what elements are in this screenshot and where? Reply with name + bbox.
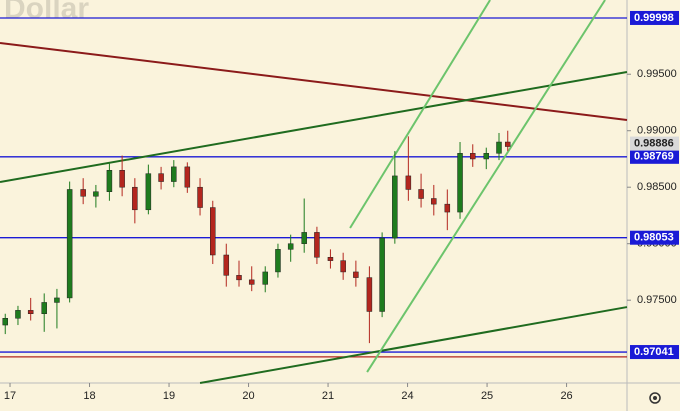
candle-body bbox=[2, 318, 8, 326]
level-label: 0.99998 bbox=[634, 12, 674, 24]
candle-body bbox=[392, 175, 398, 239]
level-label-box bbox=[630, 10, 679, 25]
x-tick-label: 21 bbox=[322, 390, 334, 402]
candle-body bbox=[483, 153, 490, 160]
candle-body bbox=[248, 279, 255, 285]
y-tick-label: 0.97500 bbox=[637, 294, 677, 306]
candle-body bbox=[275, 249, 281, 273]
trend-line bbox=[199, 306, 628, 384]
candle-body bbox=[80, 189, 86, 197]
last-price-label: 0.98886 bbox=[634, 138, 674, 150]
trend-line bbox=[349, 0, 491, 229]
candle-body bbox=[418, 189, 424, 199]
candle-body bbox=[15, 310, 21, 319]
candle-body bbox=[132, 186, 138, 211]
candle-body bbox=[210, 207, 216, 256]
x-tick-label: 24 bbox=[401, 390, 413, 402]
candle-body bbox=[470, 153, 476, 160]
settings-ring bbox=[649, 392, 661, 404]
candle-body bbox=[184, 166, 191, 188]
y-tick-label: 0.98500 bbox=[637, 181, 677, 193]
trend-line bbox=[366, 0, 606, 373]
y-tick-label: 0.99500 bbox=[637, 68, 677, 80]
candle-body bbox=[327, 257, 334, 261]
candle-body bbox=[41, 302, 47, 314]
candle-body bbox=[287, 243, 294, 250]
level-label: 0.98053 bbox=[634, 232, 674, 244]
candle-body bbox=[504, 141, 511, 147]
chart-title: Dollar bbox=[4, 0, 89, 25]
candle-body bbox=[379, 237, 385, 312]
candle-body bbox=[54, 297, 60, 303]
candle-body bbox=[444, 203, 451, 213]
candle-body bbox=[119, 170, 125, 188]
trend-line bbox=[0, 41, 628, 121]
x-tick-label: 19 bbox=[163, 390, 175, 402]
last-price-box bbox=[630, 136, 679, 151]
candle-body bbox=[236, 275, 242, 281]
trend-line bbox=[0, 70, 628, 183]
x-tick-label: 25 bbox=[481, 390, 493, 402]
level-label-box bbox=[630, 230, 679, 245]
candle-body bbox=[431, 198, 437, 205]
candle-body bbox=[223, 254, 230, 276]
candle-body bbox=[93, 191, 99, 197]
settings-icon[interactable] bbox=[649, 392, 661, 404]
candle-body bbox=[262, 271, 268, 285]
candle-body bbox=[314, 232, 320, 258]
candle-body bbox=[171, 166, 177, 182]
x-tick-label: 26 bbox=[560, 390, 572, 402]
candle-body bbox=[457, 153, 463, 213]
candle-body bbox=[405, 175, 412, 190]
candle-body bbox=[340, 260, 346, 273]
candle-body bbox=[27, 310, 34, 314]
candle-body bbox=[496, 141, 502, 154]
candle-body bbox=[197, 186, 203, 208]
candle-body bbox=[106, 170, 113, 192]
x-tick-label: 20 bbox=[242, 390, 254, 402]
x-tick-label: 17 bbox=[4, 390, 16, 402]
y-tick-label: 0.99000 bbox=[637, 125, 677, 137]
candle-body bbox=[158, 173, 164, 182]
x-tick-label: 18 bbox=[83, 390, 95, 402]
candle-body bbox=[366, 277, 373, 312]
candle-body bbox=[301, 232, 307, 244]
level-label: 0.98769 bbox=[634, 151, 674, 163]
candle-body bbox=[66, 189, 73, 299]
level-label-box bbox=[630, 149, 679, 164]
candle-body bbox=[353, 271, 359, 278]
settings-core bbox=[653, 396, 657, 400]
candle-body bbox=[145, 173, 152, 211]
level-label: 0.97041 bbox=[634, 346, 674, 358]
level-label-box bbox=[630, 345, 679, 360]
